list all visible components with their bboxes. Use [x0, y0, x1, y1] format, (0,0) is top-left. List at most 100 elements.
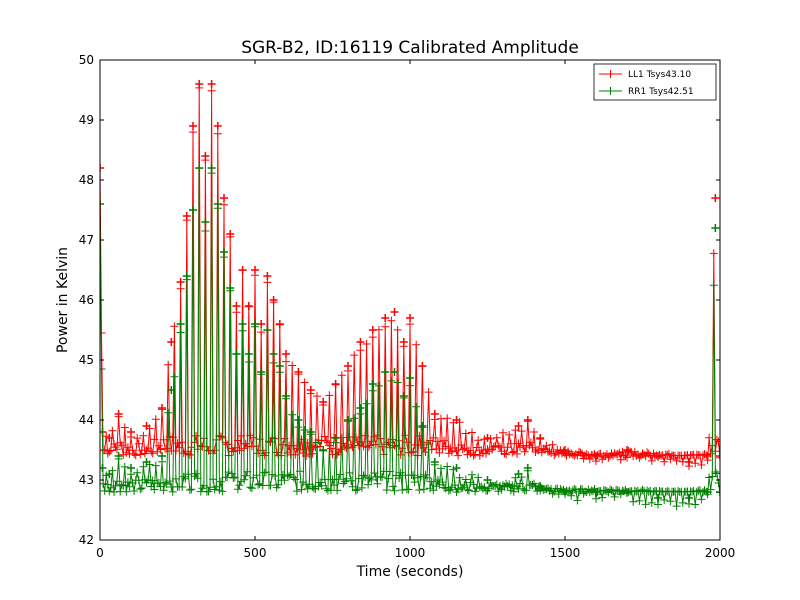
data-point	[430, 410, 439, 418]
data-point	[263, 326, 272, 334]
data-point	[306, 428, 315, 436]
data-point	[368, 326, 377, 334]
data-point	[399, 338, 408, 346]
data-point	[452, 416, 461, 424]
data-point	[344, 362, 352, 370]
data-point	[142, 422, 151, 430]
data-point	[523, 416, 532, 424]
data-point	[105, 434, 114, 442]
y-tick-label: 46	[79, 293, 94, 307]
data-point	[711, 194, 720, 202]
data-point	[167, 386, 176, 394]
data-point	[711, 224, 720, 232]
data-point	[100, 200, 104, 208]
data-point	[182, 212, 191, 220]
data-point	[294, 368, 303, 376]
data-point	[176, 278, 185, 286]
data-point	[263, 272, 272, 280]
data-point	[127, 464, 135, 472]
data-point	[213, 122, 222, 130]
data-point	[514, 470, 523, 478]
data-point	[269, 350, 278, 358]
y-tick-label: 44	[79, 413, 94, 427]
series-markers	[100, 164, 720, 511]
data-point	[685, 458, 693, 466]
data-point	[514, 422, 523, 430]
data-point	[114, 410, 123, 418]
data-point	[356, 338, 365, 346]
data-point	[189, 206, 197, 214]
data-point	[232, 302, 241, 310]
legend-marker-ll1	[606, 70, 615, 78]
data-point	[536, 482, 545, 490]
data-point	[306, 386, 315, 394]
legend-label-ll1: LL1 Tsys43.10	[628, 70, 691, 80]
data-point	[238, 320, 247, 328]
data-point	[592, 488, 600, 496]
data-point	[561, 446, 569, 454]
y-tick-label: 43	[79, 473, 94, 487]
x-tick-label: 2000	[705, 546, 736, 560]
legend: LL1 Tsys43.10 RR1 Tsys42.51	[593, 63, 717, 101]
data-point	[244, 350, 253, 358]
legend-marker-rr1	[606, 87, 615, 95]
data-point	[201, 218, 210, 226]
data-point	[238, 266, 247, 274]
axis-ticks: 0 500 1000 1500 2000 42 43 44 45 46 47 48 49 50	[79, 53, 736, 560]
data-point	[213, 200, 222, 208]
data-point	[195, 80, 204, 88]
data-point	[703, 488, 712, 496]
series-rr1	[100, 164, 720, 511]
data-point	[654, 452, 662, 460]
data-point	[592, 452, 600, 460]
data-point	[257, 368, 266, 376]
data-point	[483, 434, 492, 442]
data-point	[390, 308, 399, 316]
data-point	[390, 368, 399, 376]
data-point	[406, 374, 414, 382]
chart-title: SGR-B2, ID:16119 Calibrated Amplitude	[241, 38, 579, 58]
data-point	[418, 422, 427, 430]
data-point	[319, 398, 328, 406]
data-point	[368, 380, 377, 388]
data-point	[331, 380, 340, 388]
data-point	[452, 464, 461, 472]
data-point	[716, 452, 720, 460]
data-point	[167, 338, 176, 346]
data-point	[319, 446, 328, 454]
y-tick-label: 45	[79, 353, 94, 367]
data-point	[207, 80, 216, 88]
data-point	[703, 452, 712, 460]
data-point	[244, 302, 253, 310]
data-point	[561, 488, 569, 496]
data-point	[294, 416, 303, 424]
data-point	[226, 284, 235, 292]
y-tick-label: 50	[79, 53, 94, 67]
data-point	[536, 434, 545, 442]
data-point	[356, 404, 365, 412]
y-tick-label: 48	[79, 173, 94, 187]
data-point	[623, 488, 631, 496]
data-point	[430, 458, 439, 466]
data-point	[275, 362, 284, 370]
data-point	[523, 464, 532, 472]
data-point	[182, 272, 191, 280]
data-point	[100, 164, 104, 172]
data-point	[399, 392, 408, 400]
data-point	[275, 320, 284, 328]
data-point	[176, 320, 185, 328]
plot-area	[100, 80, 720, 511]
data-point	[105, 470, 114, 478]
data-point	[483, 476, 492, 484]
data-point	[406, 314, 414, 322]
data-point	[195, 164, 204, 172]
data-point	[142, 458, 151, 466]
x-tick-label: 500	[244, 546, 267, 560]
data-point	[251, 320, 259, 328]
data-point	[220, 194, 228, 202]
data-point	[381, 368, 390, 376]
data-point	[226, 230, 235, 238]
legend-label-rr1: RR1 Tsys42.51	[628, 87, 694, 97]
data-point	[100, 464, 107, 472]
